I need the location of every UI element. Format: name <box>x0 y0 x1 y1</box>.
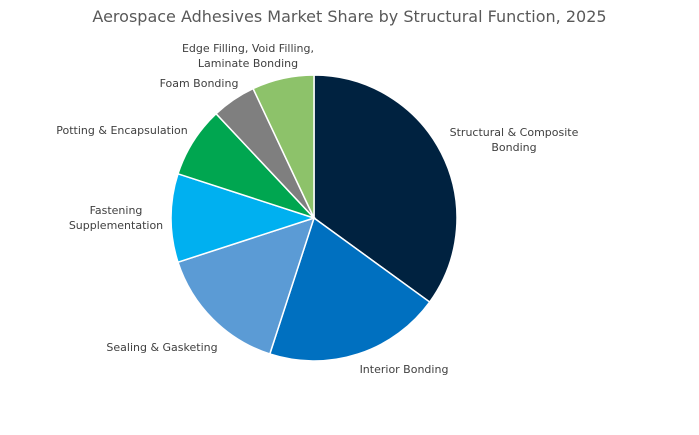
chart-title: Aerospace Adhesives Market Share by Stru… <box>92 7 607 26</box>
slice-label-6: Foam Bonding <box>160 77 239 90</box>
slice-label-4: Fastening Supplementation <box>69 204 163 232</box>
slice-label-7: Edge Filling, Void Filling, Laminate Bond… <box>182 42 314 70</box>
pie-slice-1 <box>313 74 458 304</box>
slice-label-1: Structural & Composite Bonding <box>450 126 579 154</box>
pie-slice-3 <box>177 216 316 355</box>
pie-slice-2 <box>268 216 431 362</box>
pie-slice-4 <box>170 172 317 264</box>
slice-label-3: Sealing & Gasketing <box>106 341 217 354</box>
pie-slice-7 <box>252 74 315 219</box>
slice-label-5: Potting & Encapsulation <box>56 124 187 137</box>
slice-label-2: Interior Bonding <box>360 363 449 376</box>
